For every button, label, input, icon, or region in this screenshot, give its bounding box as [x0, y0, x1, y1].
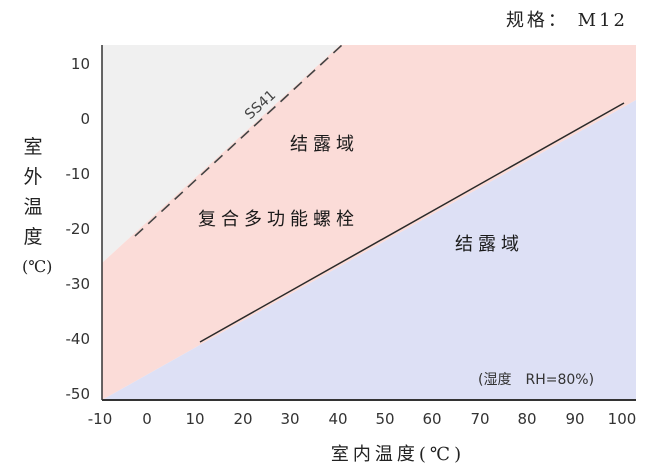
y-axis-char: 温 [23, 196, 43, 218]
y-axis-char: 外 [23, 166, 43, 188]
pink-region [102, 45, 636, 400]
y-axis-char: 度 [23, 226, 43, 248]
middle-region-label: 复合多功能螺栓 [198, 209, 359, 230]
y-tick: -50 [65, 385, 91, 403]
x-tick: 60 [422, 410, 442, 428]
x-tick: 10 [185, 410, 205, 428]
y-tick: -10 [65, 165, 91, 183]
y-axis-char: 室 [23, 136, 43, 158]
x-tick: 20 [233, 410, 253, 428]
lower-region-label: 结露域 [455, 234, 524, 255]
y-tick: 0 [80, 110, 90, 128]
x-tick: 100 [607, 410, 637, 428]
upper-region-label: 结露域 [290, 134, 359, 155]
humidity-note: (湿度 RH=80%) [478, 372, 595, 388]
spec-label: 规格： M12 [505, 10, 628, 31]
y-tick: -40 [65, 330, 91, 348]
ss41-dashed-line [134, 44, 343, 237]
x-tick: -10 [87, 410, 113, 428]
x-tick: 40 [328, 410, 348, 428]
x-tick: 30 [280, 410, 300, 428]
y-tick: -30 [65, 275, 91, 293]
x-tick: 80 [517, 410, 537, 428]
x-tick: 90 [565, 410, 585, 428]
y-tick: -20 [65, 220, 91, 238]
x-axis-label: 室内温度(℃) [330, 444, 466, 465]
x-tick: 0 [142, 410, 152, 428]
x-tick: 50 [375, 410, 395, 428]
x-tick: 70 [470, 410, 490, 428]
boundary-line [199, 102, 625, 343]
blue-region [102, 100, 636, 400]
y-tick: 10 [70, 55, 90, 73]
